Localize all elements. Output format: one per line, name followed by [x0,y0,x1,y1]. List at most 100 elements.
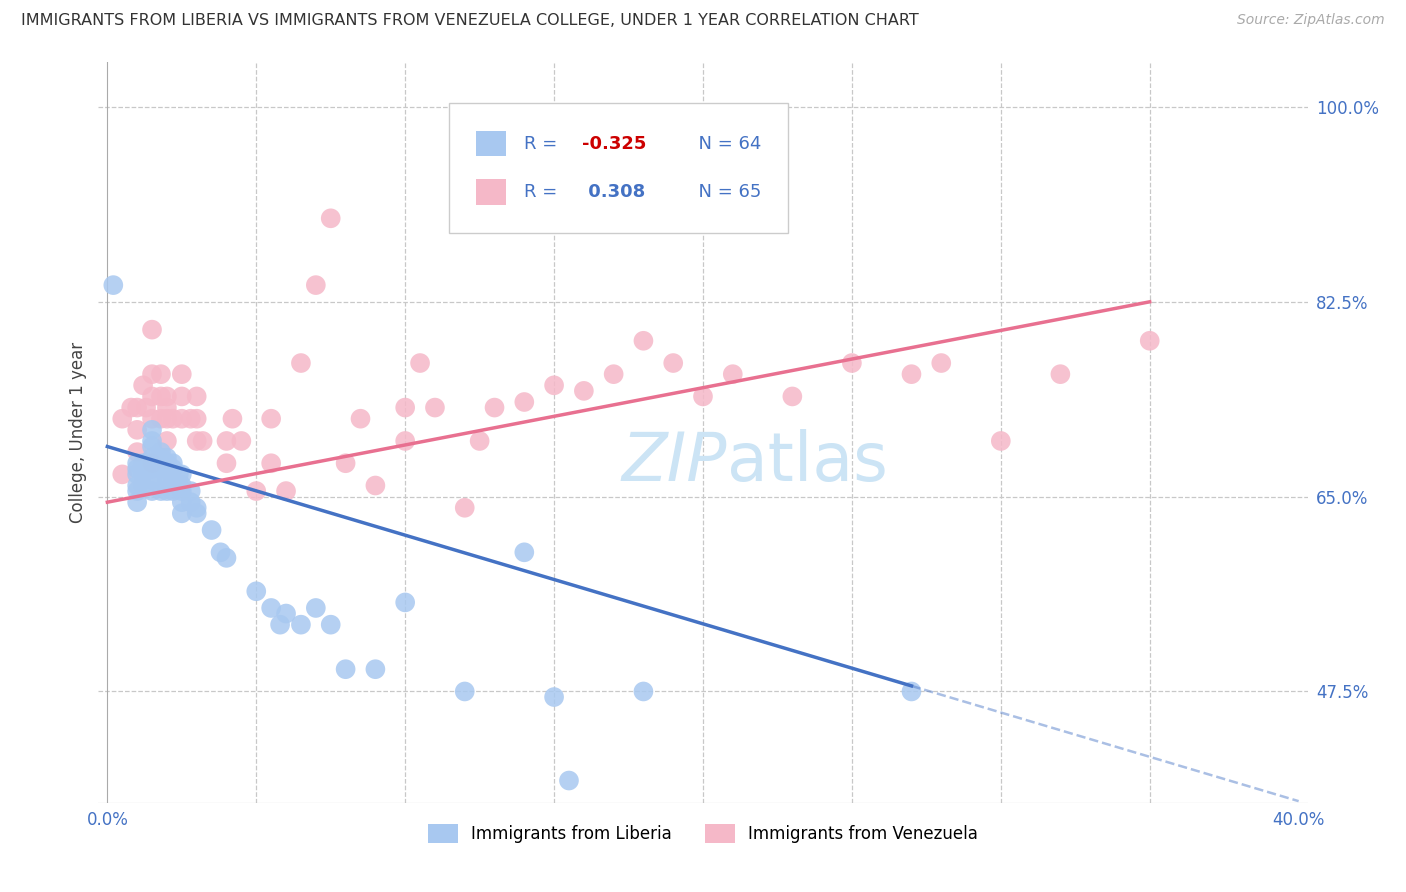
Point [513,395,536,409]
Point [141,389,163,403]
Point [319,617,342,632]
Point [335,456,357,470]
Point [454,684,477,698]
Point [135,401,157,415]
Point [221,411,243,425]
Point [120,401,142,415]
Point [149,445,172,459]
Text: IMMIGRANTS FROM LIBERIA VS IMMIGRANTS FROM VENEZUELA COLLEGE, UNDER 1 YEAR CORRE: IMMIGRANTS FROM LIBERIA VS IMMIGRANTS FR… [21,13,920,29]
Text: N = 64: N = 64 [688,135,762,153]
Point [162,473,184,487]
Point [170,467,193,482]
Point [127,423,149,437]
Point [394,595,416,609]
Point [167,478,190,492]
Point [558,773,581,788]
Point [156,462,179,476]
Point [127,467,149,482]
Point [841,356,863,370]
Point [156,450,179,465]
Point [156,389,179,403]
Point [394,401,416,415]
Point [149,462,172,476]
Point [180,495,202,509]
Point [215,456,238,470]
Point [543,378,565,392]
Point [274,484,297,499]
Point [162,456,184,470]
Point [231,434,253,448]
Point [141,462,163,476]
Point [141,450,163,465]
Point [170,367,193,381]
Point [1139,334,1161,348]
Point [245,584,267,599]
Point [900,367,922,381]
Text: -0.325: -0.325 [582,135,647,153]
Text: atlas: atlas [727,429,889,495]
Point [111,411,134,425]
Point [186,500,208,515]
Point [127,484,149,499]
Point [186,434,208,448]
Point [423,401,446,415]
Point [633,334,655,348]
Point [394,434,416,448]
Point [692,389,714,403]
Point [215,434,238,448]
Point [132,456,155,470]
Point [319,211,342,226]
Point [141,434,163,448]
Point [127,462,149,476]
Point [141,411,163,425]
Point [260,411,283,425]
FancyBboxPatch shape [449,103,787,233]
Point [149,484,172,499]
Point [409,356,432,370]
Point [141,323,163,337]
Point [349,411,371,425]
Point [186,389,208,403]
Point [149,411,172,425]
Point [364,662,387,676]
Point [662,356,685,370]
Point [543,690,565,704]
Point [245,484,267,499]
Point [141,440,163,454]
Legend: Immigrants from Liberia, Immigrants from Venezuela: Immigrants from Liberia, Immigrants from… [420,817,986,850]
Point [209,545,232,559]
Point [156,434,179,448]
Point [170,506,193,520]
Point [782,389,804,403]
Point [260,601,283,615]
Point [170,389,193,403]
Text: R =: R = [524,183,562,201]
Point [156,484,179,499]
Point [149,389,172,403]
Text: Source: ZipAtlas.com: Source: ZipAtlas.com [1237,13,1385,28]
Point [170,411,193,425]
Point [127,401,149,415]
Point [162,411,184,425]
Y-axis label: College, Under 1 year: College, Under 1 year [69,342,87,524]
Point [149,450,172,465]
Point [127,478,149,492]
Point [180,411,202,425]
Point [127,445,149,459]
Point [111,467,134,482]
Point [149,473,172,487]
Point [602,367,624,381]
Point [305,601,328,615]
Point [127,495,149,509]
Point [149,367,172,381]
Point [468,434,491,448]
Text: N = 65: N = 65 [688,183,762,201]
Point [156,473,179,487]
Point [156,456,179,470]
Point [200,523,222,537]
Point [180,484,202,499]
FancyBboxPatch shape [475,178,506,204]
Point [141,456,163,470]
Point [260,456,283,470]
Point [186,411,208,425]
